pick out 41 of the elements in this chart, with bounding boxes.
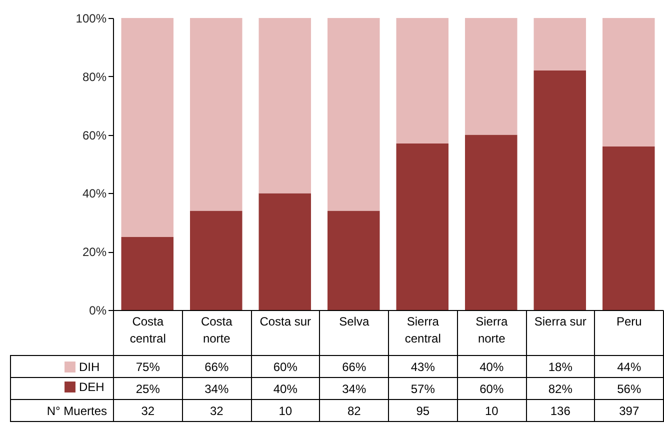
text: 10	[251, 400, 320, 422]
data-label: 40%	[457, 356, 526, 378]
y-tick-label: 0%	[89, 304, 107, 318]
data-label: 34%	[182, 378, 251, 400]
data-label: 44%	[594, 356, 664, 378]
data-label: 18%	[526, 356, 595, 378]
data-label: 40%	[251, 378, 320, 400]
data-label: 60%	[251, 356, 320, 378]
data-label: 56%	[594, 378, 664, 400]
data-label: 82%	[526, 378, 595, 400]
text: 136	[526, 400, 595, 422]
text: 82	[320, 400, 388, 422]
data-label: 57%	[388, 378, 458, 400]
legend-label: DIH	[79, 360, 100, 374]
y-tick-label: 80%	[82, 70, 107, 84]
legend-label: DEH	[79, 380, 104, 394]
y-tick-label: 100%	[76, 12, 107, 26]
data-label: 66%	[182, 356, 251, 378]
text: 10	[457, 400, 526, 422]
x-tick-label: Sierra sur	[534, 314, 586, 328]
y-tick-label: 60%	[82, 128, 107, 142]
data-label: 60%	[457, 378, 526, 400]
x-tick-label: Costa norte	[200, 314, 233, 346]
data-label: 25%	[114, 378, 182, 400]
text: N° Muertes	[10, 400, 114, 422]
data-label: 75%	[114, 356, 182, 378]
text: 32	[182, 400, 251, 422]
text: 95	[388, 400, 458, 422]
data-label: 43%	[388, 356, 458, 378]
x-tick-label: Peru	[616, 314, 642, 328]
text: 32	[114, 400, 182, 422]
y-tick-label: 40%	[82, 186, 107, 201]
x-tick-label: Sierra central	[404, 314, 441, 346]
data-label: 66%	[320, 356, 388, 378]
y-tick-label: 20%	[82, 245, 107, 260]
x-tick-label: Costa sur	[260, 314, 312, 328]
x-tick-label: Selva	[339, 314, 370, 328]
text: 397	[594, 400, 664, 422]
x-tick-label: Costa central	[130, 314, 166, 346]
data-label: 34%	[320, 378, 388, 400]
x-tick-label: Sierra norte	[476, 314, 508, 346]
